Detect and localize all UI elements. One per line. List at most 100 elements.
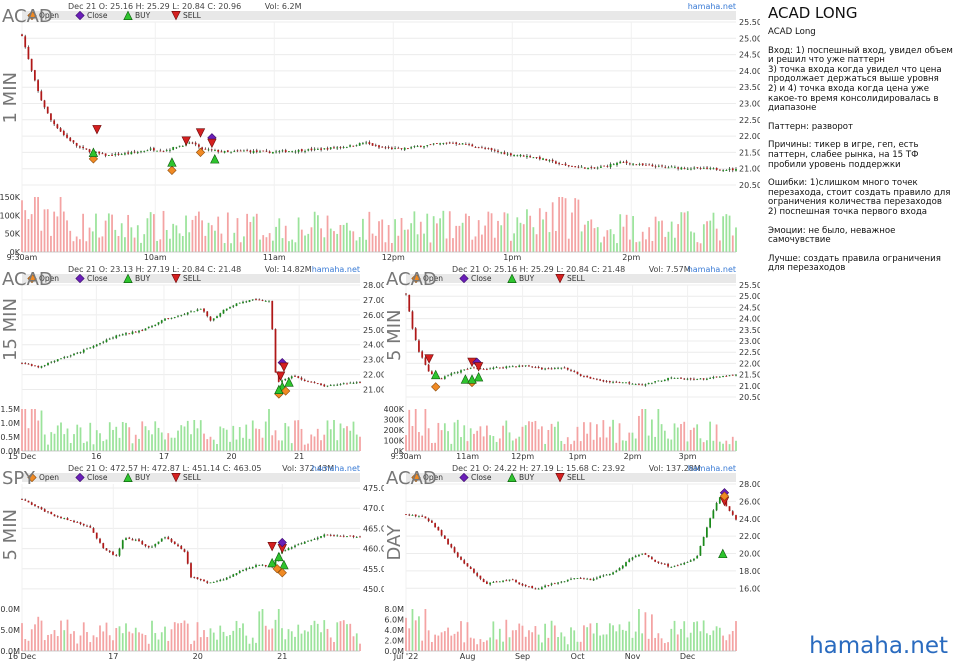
- volume-bar: [702, 224, 705, 252]
- volume-bar: [511, 440, 514, 451]
- volume-bar: [336, 233, 339, 252]
- candle-body: [220, 151, 223, 153]
- volume-bar: [181, 236, 184, 252]
- volume-bar: [34, 624, 36, 651]
- y-tick-label: 21.50: [739, 148, 760, 157]
- volume-bar: [544, 443, 546, 451]
- candle-body: [339, 535, 342, 537]
- volume-bar: [60, 422, 62, 451]
- volume-bar: [447, 431, 449, 451]
- volume-bar: [313, 436, 316, 451]
- volume-bar: [615, 442, 618, 451]
- volume-bar: [66, 428, 69, 451]
- candle-body: [329, 147, 332, 149]
- candle-body: [625, 562, 627, 567]
- candle-body: [175, 147, 178, 149]
- candle-body: [167, 318, 170, 320]
- volume-bar: [521, 625, 524, 651]
- candle-body: [258, 564, 261, 566]
- buy-marker: [267, 557, 277, 568]
- volume-bar: [191, 219, 194, 252]
- volume-bar: [638, 241, 641, 252]
- candle-body: [99, 343, 101, 345]
- candle-body: [439, 143, 441, 145]
- candle-body: [43, 100, 46, 108]
- volume-bar: [702, 620, 705, 651]
- x-tick-label: 2pm: [622, 253, 640, 262]
- volume-bar: [47, 444, 49, 451]
- legend-sell: SELL: [183, 473, 202, 482]
- sell-marker: [267, 542, 277, 552]
- brand-logo[interactable]: hamaha.net: [809, 633, 948, 659]
- volume-bar: [521, 426, 524, 451]
- volume-bar: [439, 218, 441, 252]
- x-tick-label: Sep: [515, 652, 530, 661]
- candle-body: [423, 146, 425, 148]
- notes-line: Причины: тикер в игре, геп, есть паттерн…: [768, 140, 919, 170]
- volume-bar: [557, 637, 559, 651]
- volume-bar: [235, 439, 238, 451]
- candle-body: [47, 362, 49, 366]
- candle-body: [43, 509, 46, 512]
- candle-body: [466, 563, 469, 567]
- volume-bar: [329, 429, 332, 451]
- candle-body: [212, 582, 215, 583]
- volume-bar: [712, 440, 715, 451]
- volume-bar: [259, 239, 261, 252]
- volume-bar: [342, 620, 345, 651]
- volume-bar: [728, 444, 731, 451]
- volume-bar: [631, 637, 634, 651]
- candle-body: [693, 167, 696, 169]
- candle-body: [602, 575, 605, 577]
- candle-body: [294, 375, 296, 377]
- candle-body: [284, 378, 287, 381]
- volume-bar: [390, 243, 393, 252]
- candle-body: [689, 560, 692, 562]
- candle-body: [72, 140, 75, 143]
- volume-bar: [550, 423, 553, 451]
- volume-bar: [586, 627, 589, 651]
- candle-body: [570, 369, 572, 371]
- candle-body: [336, 384, 339, 386]
- candle-body: [251, 567, 254, 569]
- candle-body: [101, 153, 104, 155]
- volume-bar: [612, 625, 614, 651]
- candle-body: [683, 168, 686, 169]
- volume-bar: [115, 628, 118, 651]
- volume-bar: [566, 644, 569, 651]
- volume-bar: [411, 609, 414, 651]
- candle-body: [571, 166, 573, 167]
- candle-body: [124, 153, 126, 155]
- volume-bar: [212, 439, 215, 451]
- candle-body: [209, 316, 212, 321]
- candle-body: [204, 148, 207, 150]
- candle-body: [214, 150, 216, 151]
- y-tick-label: 26.00: [363, 311, 384, 320]
- candle-body: [239, 150, 242, 152]
- candle-body: [21, 499, 23, 500]
- candle-body: [580, 166, 583, 168]
- close-marker: [75, 273, 85, 284]
- volume-bar: [524, 425, 527, 451]
- candle-body: [201, 147, 203, 150]
- volume-bar: [149, 212, 152, 252]
- candle-body: [181, 145, 184, 147]
- candle-body: [634, 555, 637, 558]
- candle-body: [706, 527, 708, 538]
- volume-bar: [144, 426, 147, 451]
- volume-bar: [118, 437, 121, 451]
- volume-bar: [310, 227, 313, 252]
- legend-close: Close: [471, 274, 492, 283]
- volume-bar: [735, 227, 737, 252]
- candle-body: [529, 156, 532, 158]
- candle-body: [173, 317, 176, 319]
- legend-buy: BUY: [519, 473, 535, 482]
- volume-bar: [201, 220, 203, 252]
- volume-bar: [307, 631, 309, 651]
- candle-body: [217, 149, 220, 152]
- volume-bar: [647, 638, 650, 651]
- candle-body: [486, 369, 488, 370]
- close-marker: [75, 10, 85, 21]
- candle-body: [329, 534, 332, 536]
- volume-bar: [183, 426, 186, 451]
